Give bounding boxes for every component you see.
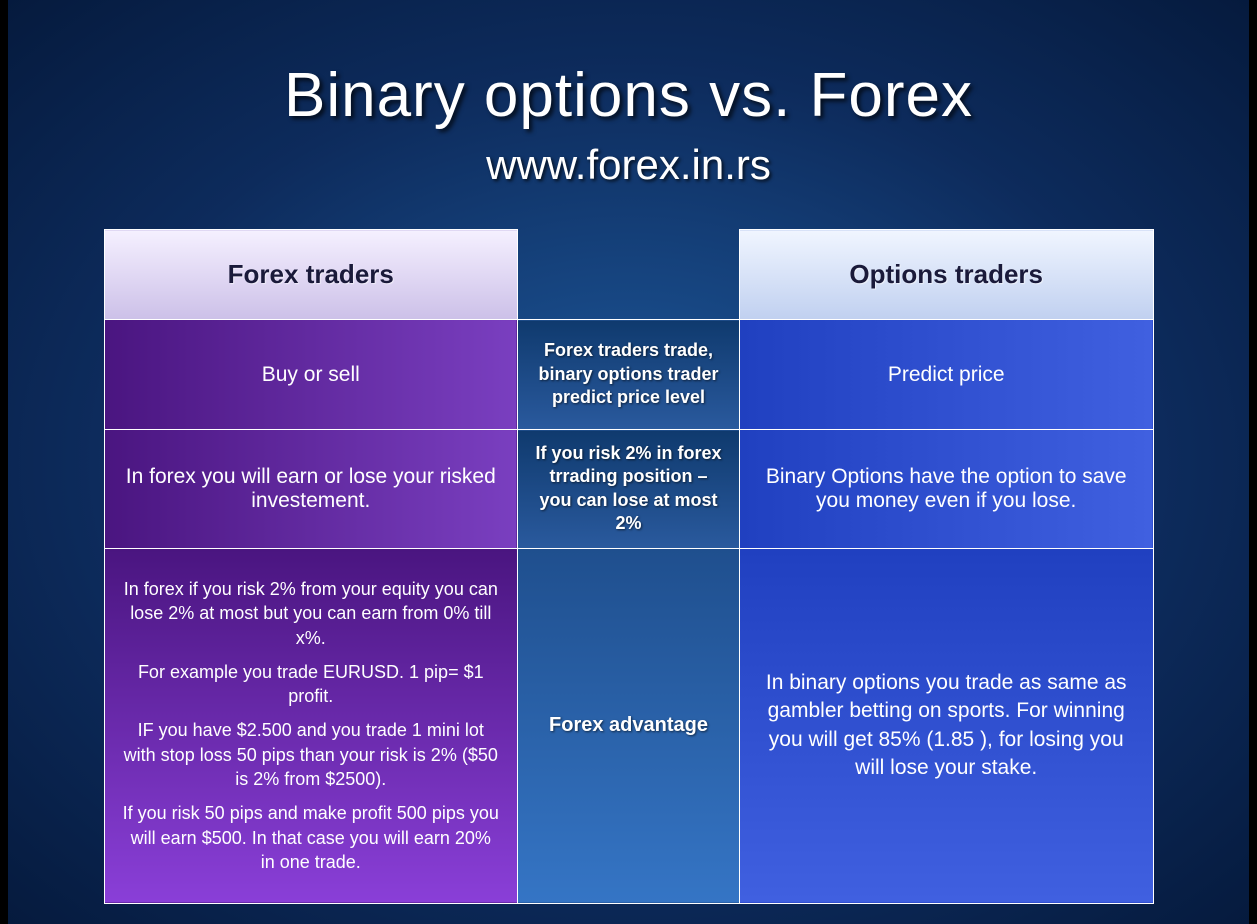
forex-detail-para: For example you trade EURUSD. 1 pip= $1 … (123, 660, 500, 709)
cell-options-detail: In binary options you trade as same as g… (739, 548, 1153, 903)
table-row: Buy or sell Forex traders trade, binary … (104, 320, 1153, 430)
cell-mid-advantage: Forex advantage (518, 548, 740, 903)
table-header-row: Forex traders Options traders (104, 230, 1153, 320)
cell-forex-risk: In forex you will earn or lose your risk… (104, 430, 518, 549)
table-row: In forex if you risk 2% from your equity… (104, 548, 1153, 903)
cell-forex-action: Buy or sell (104, 320, 518, 430)
cell-forex-detail: In forex if you risk 2% from your equity… (104, 548, 518, 903)
header-spacer (518, 230, 740, 320)
forex-detail-para: If you risk 50 pips and make profit 500 … (123, 801, 500, 874)
cell-mid-risk: If you risk 2% in forex trrading positio… (518, 430, 740, 549)
page-subtitle: www.forex.in.rs (486, 141, 771, 189)
page-title: Binary options vs. Forex (284, 60, 973, 131)
table-row: In forex you will earn or lose your risk… (104, 430, 1153, 549)
header-forex-traders: Forex traders (104, 230, 518, 320)
comparison-table-wrap: Forex traders Options traders Buy or sel… (104, 229, 1154, 904)
cell-options-risk: Binary Options have the option to save y… (739, 430, 1153, 549)
forex-detail-para: IF you have $2.500 and you trade 1 mini … (123, 718, 500, 791)
cell-options-action: Predict price (739, 320, 1153, 430)
slide-page: Binary options vs. Forex www.forex.in.rs… (8, 0, 1249, 924)
cell-mid-action: Forex traders trade, binary options trad… (518, 320, 740, 430)
header-options-traders: Options traders (739, 230, 1153, 320)
forex-detail-para: In forex if you risk 2% from your equity… (123, 577, 500, 650)
comparison-table: Forex traders Options traders Buy or sel… (104, 229, 1154, 904)
